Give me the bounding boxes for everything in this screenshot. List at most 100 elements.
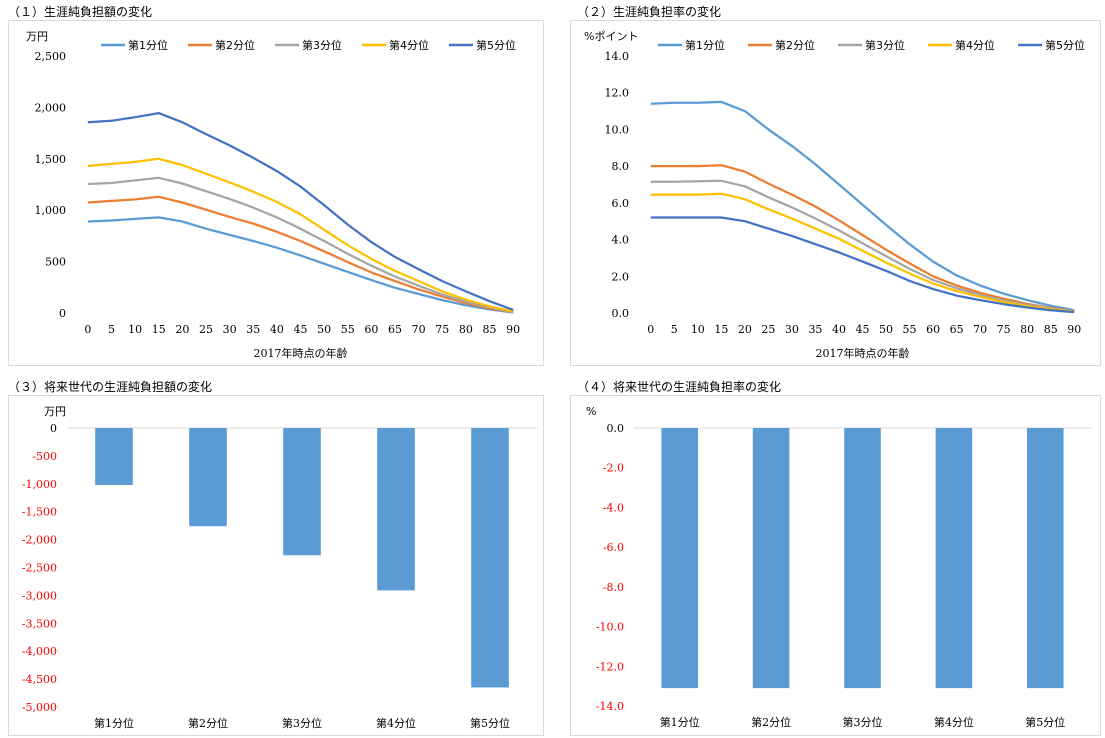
x-tick-label: 75: [997, 323, 1011, 336]
y-tick-label: -12.0: [596, 660, 624, 673]
x-tick-label: 25: [761, 323, 775, 336]
bar-4: [935, 428, 973, 689]
x-tick-label: 0: [647, 323, 654, 336]
chart-3-svg: 万円 0 -500 -1,000 -1,500 -2,000 -2,500 -3,000 -3,…: [22, 405, 537, 730]
bar-2: [752, 428, 790, 689]
bar-2: [189, 428, 227, 527]
x-tick-label: 55: [341, 323, 355, 336]
x-tick-label: 5: [671, 323, 678, 336]
x-tick-label: 10: [691, 323, 705, 336]
chart-4-panel: % 0.0 -2.0 -4.0 -6.0 -8.0 -10.0 -12.0 -14.0 第1分位 第…: [570, 395, 1101, 736]
y-tick-label: 1,000: [35, 204, 67, 217]
y-tick-label: -2,500: [22, 562, 57, 575]
y-tick-label: -3,000: [22, 589, 57, 602]
x-tick-label: 80: [459, 323, 473, 336]
x-tick-label: 50: [879, 323, 893, 336]
series-line-4: [87, 157, 514, 313]
x-tick-label: 80: [1020, 323, 1034, 336]
chart-3-panel: 万円 0 -500 -1,000 -1,500 -2,000 -2,500 -3,000 -3,…: [8, 395, 544, 736]
x-tick-label: 45: [294, 323, 308, 336]
y-unit-label: 万円: [26, 30, 48, 43]
y-unit-label: %ポイント: [584, 30, 638, 43]
bar-5: [471, 428, 509, 688]
chart-3-title: （３）将来世代の生涯純負担額の変化: [8, 380, 213, 394]
legend-label-1: 第1分位: [128, 38, 168, 52]
x-tick-label: 30: [785, 323, 799, 336]
series-line-2: [87, 195, 514, 314]
y-tick-label: -4.0: [603, 501, 624, 514]
y-tick-label: -10.0: [596, 621, 624, 634]
bar-3: [844, 428, 881, 689]
x-axis-label: 2017年時点の年齢: [254, 346, 348, 360]
x-category-label: 第3分位: [282, 716, 322, 730]
x-tick-label: 45: [856, 323, 870, 336]
x-tick-label: 10: [128, 323, 142, 336]
y-tick-label: 2,000: [35, 101, 67, 114]
series-line-2: [650, 164, 1075, 313]
x-tick-label: 85: [483, 323, 497, 336]
y-unit-label: 万円: [44, 405, 66, 418]
series-line-1: [650, 100, 1075, 312]
x-tick-label: 75: [435, 323, 449, 336]
y-tick-label: -6.0: [603, 541, 624, 554]
x-tick-label: 15: [152, 323, 166, 336]
x-tick-label: 60: [926, 323, 940, 336]
series-line-5: [650, 216, 1075, 314]
series-line-5: [87, 111, 514, 311]
series-line-1: [87, 216, 514, 314]
y-tick-label: 2,500: [35, 50, 67, 63]
x-tick-label: 90: [506, 323, 520, 336]
y-tick-label: 1,500: [35, 153, 67, 166]
x-tick-label: 85: [1044, 323, 1058, 336]
x-tick-label: 15: [714, 323, 728, 336]
y-tick-label: 12.0: [605, 87, 630, 100]
y-tick-label: 500: [45, 256, 66, 269]
legend-label-5: 第5分位: [476, 38, 516, 52]
y-tick-label: 6.0: [612, 197, 630, 210]
y-tick-label: -2.0: [603, 462, 624, 475]
bar-4: [377, 428, 415, 591]
bar-5: [1027, 428, 1064, 689]
x-tick-label: 50: [317, 323, 331, 336]
x-category-label: 第4分位: [376, 716, 416, 730]
y-tick-label: -8.0: [603, 581, 624, 594]
chart-1-title: （１）生涯純負担額の変化: [8, 5, 153, 19]
y-tick-label: -3,500: [22, 617, 57, 630]
x-category-label: 第3分位: [843, 715, 883, 729]
x-category-label: 第4分位: [934, 715, 974, 729]
y-tick-label: -500: [32, 450, 57, 463]
y-tick-label: -5,000: [22, 701, 57, 714]
x-tick-label: 20: [175, 323, 189, 336]
y-tick-label: 2.0: [612, 270, 630, 283]
x-tick-label: 90: [1067, 323, 1081, 336]
x-tick-label: 70: [412, 323, 426, 336]
series-line-4: [650, 192, 1075, 314]
x-axis-label: 2017年時点の年齢: [816, 346, 910, 360]
x-tick-label: 65: [950, 323, 964, 336]
y-tick-label: 4.0: [612, 234, 630, 247]
y-tick-label: 10.0: [605, 123, 630, 136]
legend-label-1: 第1分位: [685, 38, 725, 52]
chart-2-panel: %ポイント 0.0 2.0 4.0 6.0 8.0 10.0 12.0 14.0 0 5 10 15 20…: [570, 20, 1101, 366]
y-tick-label: -14.0: [596, 700, 624, 713]
x-tick-label: 25: [199, 323, 213, 336]
x-tick-label: 40: [270, 323, 284, 336]
legend-label-2: 第2分位: [215, 38, 255, 52]
x-tick-label: 35: [808, 323, 822, 336]
legend-label-2: 第2分位: [775, 38, 815, 52]
x-category-label: 第2分位: [751, 715, 791, 729]
y-tick-label: -1,500: [22, 506, 57, 519]
y-tick-label: -1,000: [22, 478, 57, 491]
chart-1-panel: 万円 0 500 1,000 1,500 2,000 2,500 0 5 10 15 20 25 30 35…: [8, 20, 544, 366]
x-tick-label: 35: [246, 323, 260, 336]
bar-3: [283, 428, 321, 556]
x-category-label: 第1分位: [660, 715, 700, 729]
x-tick-label: 0: [84, 323, 91, 336]
chart-4-svg: % 0.0 -2.0 -4.0 -6.0 -8.0 -10.0 -12.0 -14.0 第1分位 第…: [586, 405, 1091, 729]
x-category-label: 第2分位: [188, 716, 228, 730]
x-tick-label: 40: [832, 323, 846, 336]
legend-label-5: 第5分位: [1045, 38, 1085, 52]
x-tick-label: 20: [738, 323, 752, 336]
x-tick-label: 70: [973, 323, 987, 336]
chart-1-svg: 万円 0 500 1,000 1,500 2,000 2,500 0 5 10 15 20 25 30 35…: [26, 30, 520, 360]
